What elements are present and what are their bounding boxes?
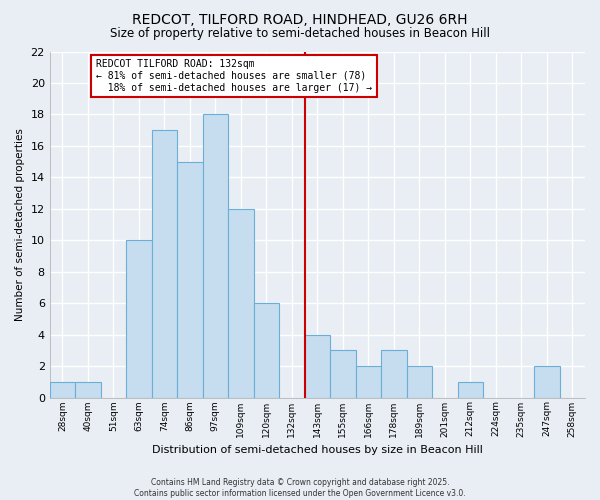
Text: Contains HM Land Registry data © Crown copyright and database right 2025.
Contai: Contains HM Land Registry data © Crown c… — [134, 478, 466, 498]
Bar — [203, 114, 228, 398]
Text: REDCOT, TILFORD ROAD, HINDHEAD, GU26 6RH: REDCOT, TILFORD ROAD, HINDHEAD, GU26 6RH — [132, 12, 468, 26]
Bar — [381, 350, 407, 398]
Bar — [305, 334, 330, 398]
Bar — [152, 130, 177, 398]
Y-axis label: Number of semi-detached properties: Number of semi-detached properties — [15, 128, 25, 321]
Bar — [254, 303, 279, 398]
Bar — [228, 209, 254, 398]
Bar — [407, 366, 432, 398]
Bar — [534, 366, 560, 398]
Bar — [330, 350, 356, 398]
Bar — [75, 382, 101, 398]
Bar — [50, 382, 75, 398]
Bar — [458, 382, 483, 398]
Text: Size of property relative to semi-detached houses in Beacon Hill: Size of property relative to semi-detach… — [110, 28, 490, 40]
Text: REDCOT TILFORD ROAD: 132sqm
← 81% of semi-detached houses are smaller (78)
  18%: REDCOT TILFORD ROAD: 132sqm ← 81% of sem… — [95, 60, 371, 92]
Bar — [177, 162, 203, 398]
Bar — [126, 240, 152, 398]
Bar — [356, 366, 381, 398]
X-axis label: Distribution of semi-detached houses by size in Beacon Hill: Distribution of semi-detached houses by … — [152, 445, 483, 455]
